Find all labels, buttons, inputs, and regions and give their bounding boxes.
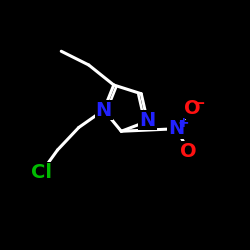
Text: O: O: [184, 99, 201, 118]
Text: +: +: [178, 116, 190, 130]
Text: N: N: [96, 100, 112, 119]
Text: N: N: [168, 119, 184, 138]
Text: Cl: Cl: [31, 163, 52, 182]
Text: O: O: [180, 142, 197, 161]
Text: −: −: [193, 96, 206, 111]
Text: N: N: [140, 110, 156, 130]
